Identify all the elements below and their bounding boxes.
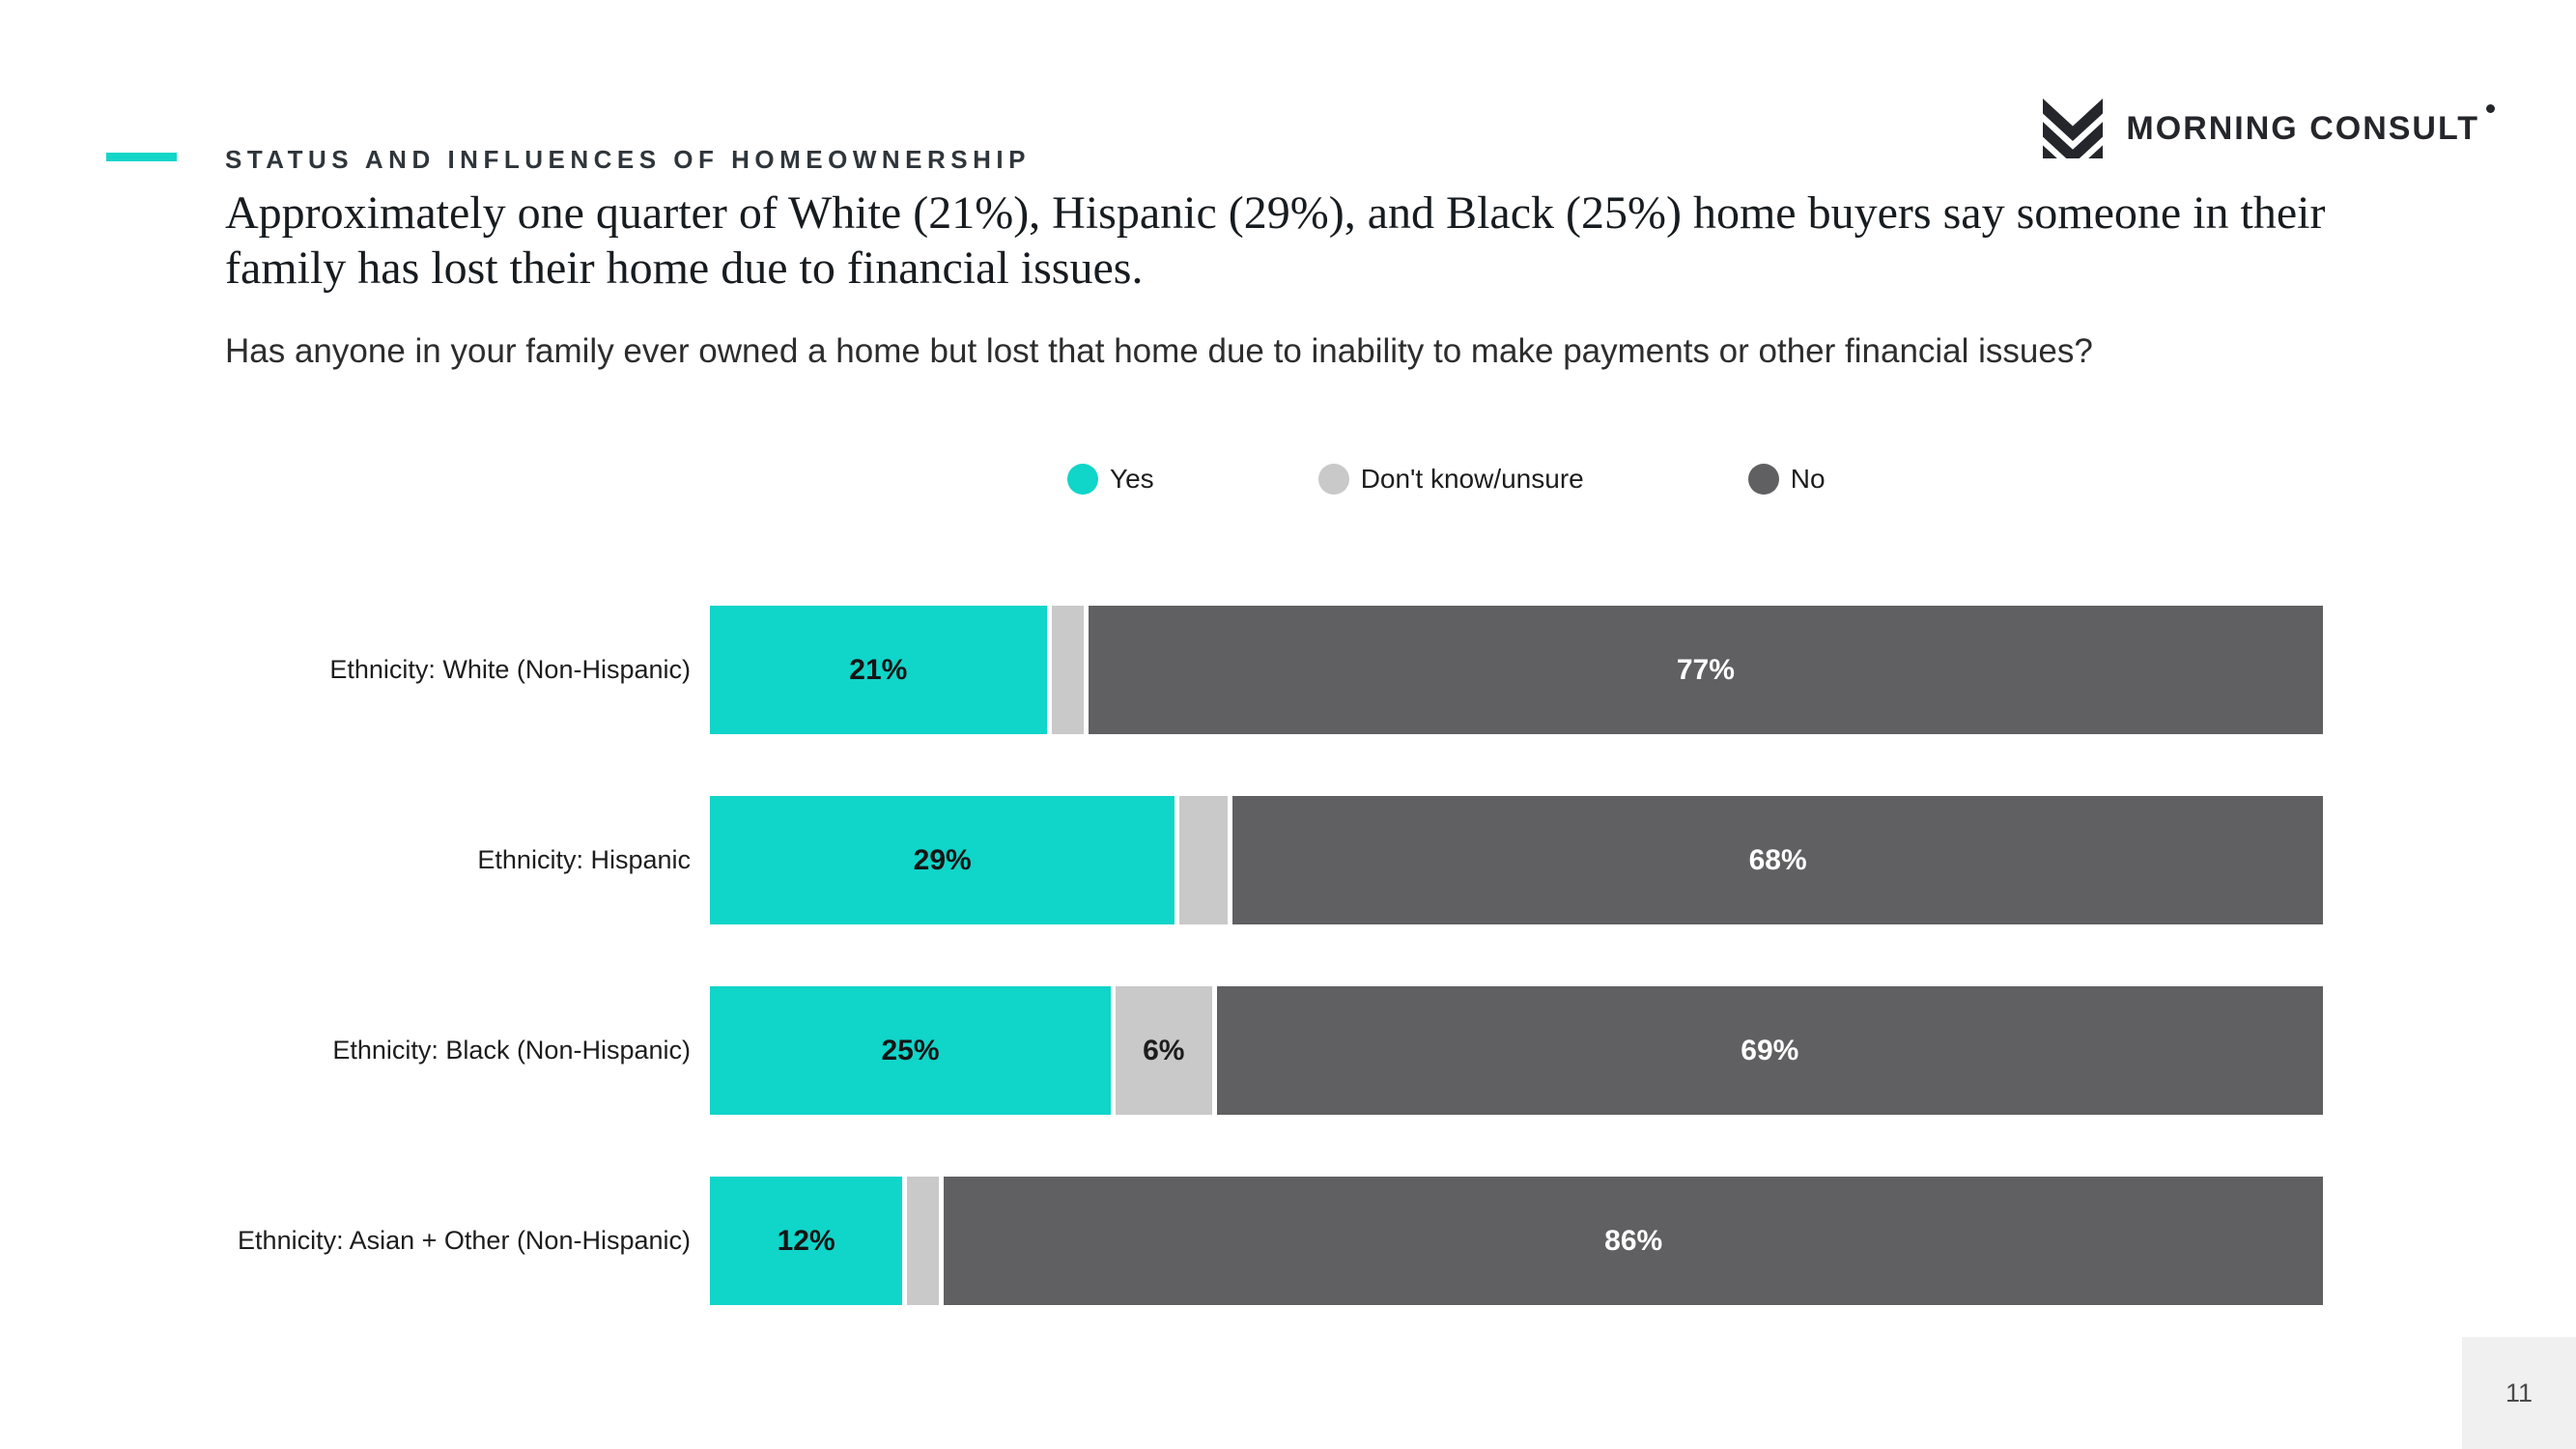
bar-row: Ethnicity: Black (Non-Hispanic) 25% 6% 69% — [0, 986, 2576, 1115]
bar-row: Ethnicity: White (Non-Hispanic) 21% 77% — [0, 606, 2576, 734]
legend-item: No — [1747, 464, 1826, 495]
legend-dot-icon — [1067, 464, 1098, 495]
bar-segment-yes: 25% — [710, 986, 1111, 1115]
eyebrow-kicker: STATUS AND INFLUENCES OF HOMEOWNERSHIP — [225, 145, 1031, 174]
legend-label: Don't know/unsure — [1360, 464, 1584, 494]
survey-question: Has anyone in your family ever owned a h… — [225, 332, 2093, 370]
legend-dot-icon — [1747, 464, 1779, 495]
legend-item: Yes — [1067, 464, 1154, 495]
legend-label: Yes — [1110, 464, 1154, 494]
accent-dash — [106, 153, 177, 161]
bar-segment-no: 68% — [1232, 796, 2323, 924]
bar-track: 29% 68% — [710, 796, 2323, 924]
morning-consult-logo: MORNING CONSULT — [2043, 99, 2495, 173]
row-category-label: Ethnicity: Hispanic — [477, 845, 691, 874]
bar-track: 12% 86% — [710, 1177, 2323, 1305]
row-category-label: Ethnicity: Black (Non-Hispanic) — [332, 1036, 691, 1065]
legend: Yes Don't know/unsure No — [1067, 464, 1826, 495]
bar-segment-no: 69% — [1216, 986, 2323, 1115]
page-number-badge: 11 — [2462, 1337, 2576, 1449]
row-category-label: Ethnicity: Asian + Other (Non-Hispanic) — [238, 1226, 691, 1255]
legend-label: No — [1790, 464, 1826, 494]
bar-track: 25% 6% 69% — [710, 986, 2323, 1115]
bar-segment-yes: 29% — [710, 796, 1175, 924]
bar-track: 21% 77% — [710, 606, 2323, 734]
legend-dot-icon — [1317, 464, 1349, 495]
trademark-dot-icon — [2486, 103, 2495, 113]
mc-chevron-m-icon — [2043, 99, 2104, 173]
bar-segment-yes: 21% — [710, 606, 1047, 734]
bar-segment-no: 86% — [944, 1177, 2323, 1305]
bar-segment-no: 77% — [1088, 606, 2323, 734]
row-category-label: Ethnicity: White (Non-Hispanic) — [329, 655, 691, 684]
legend-item: Don't know/unsure — [1317, 464, 1584, 495]
slide-title: Approximately one quarter of White (21%)… — [225, 187, 2326, 294]
bar-segment-don-t-know-unsure — [1179, 796, 1229, 924]
logo-wordmark: MORNING CONSULT — [2126, 103, 2495, 148]
bar-segment-don-t-know-unsure — [907, 1177, 940, 1305]
bar-segment-don-t-know-unsure: 6% — [1116, 986, 1212, 1115]
page-number: 11 — [2505, 1378, 2534, 1407]
bar-row: Ethnicity: Hispanic 29% 68% — [0, 796, 2576, 924]
bar-row: Ethnicity: Asian + Other (Non-Hispanic) 1… — [0, 1177, 2576, 1305]
bar-segment-yes: 12% — [710, 1177, 903, 1305]
bar-segment-don-t-know-unsure — [1051, 606, 1084, 734]
